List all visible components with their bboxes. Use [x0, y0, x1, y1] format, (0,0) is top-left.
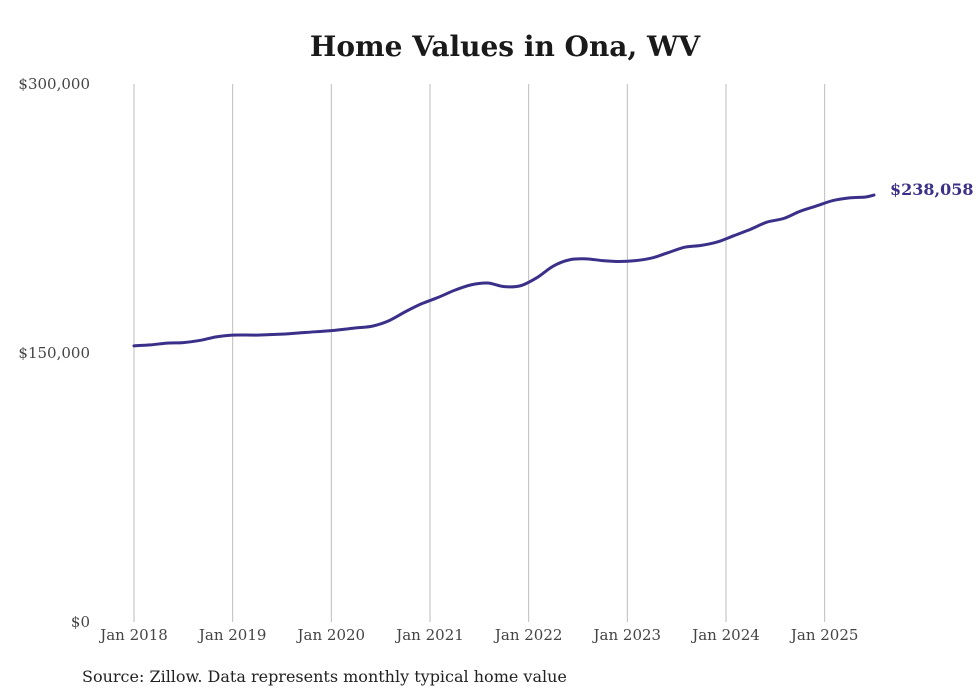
end-value-label: $238,058 — [890, 180, 974, 199]
x-tick-label: Jan 2018 — [98, 626, 168, 644]
y-axis-ticks: $0 $150,000 $300,000 — [18, 75, 90, 631]
x-tick-label: Jan 2023 — [592, 626, 662, 644]
gridlines — [133, 84, 826, 622]
chart-title: Home Values in Ona, WV — [309, 30, 701, 63]
x-tick-label: Jan 2022 — [493, 626, 563, 644]
x-tick-label: Jan 2024 — [690, 626, 760, 644]
x-tick-label: Jan 2025 — [789, 626, 859, 644]
source-note: Source: Zillow. Data represents monthly … — [82, 667, 567, 686]
y-tick-label: $0 — [71, 613, 90, 631]
y-tick-label: $150,000 — [18, 344, 90, 362]
y-tick-label: $300,000 — [18, 75, 90, 93]
x-tick-label: Jan 2020 — [296, 626, 366, 644]
x-axis-ticks: Jan 2018 Jan 2019 Jan 2020 Jan 2021 Jan 2022… — [98, 626, 858, 644]
x-tick-label: Jan 2021 — [394, 626, 464, 644]
series-line — [132, 193, 876, 348]
x-tick-label: Jan 2019 — [197, 626, 267, 644]
